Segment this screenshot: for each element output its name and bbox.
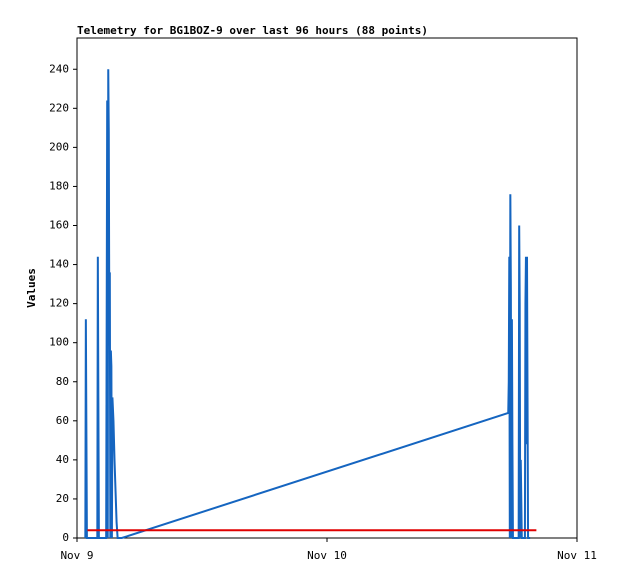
y-axis-label: Values xyxy=(25,268,38,308)
y-tick-label: 240 xyxy=(49,62,69,75)
x-tick-label: Nov 10 xyxy=(307,549,347,562)
y-tick-label: 60 xyxy=(56,414,69,427)
y-tick-label: 180 xyxy=(49,179,69,192)
y-tick-label: 80 xyxy=(56,375,69,388)
x-tick-label: Nov 11 xyxy=(557,549,597,562)
chart-title: Telemetry for BG1BOZ-9 over last 96 hour… xyxy=(77,24,428,37)
y-tick-label: 0 xyxy=(62,531,69,544)
x-tick-label: Nov 9 xyxy=(60,549,93,562)
y-tick-label: 20 xyxy=(56,492,69,505)
plot-frame xyxy=(76,37,578,539)
y-tick-label: 140 xyxy=(49,258,69,271)
y-tick-label: 120 xyxy=(49,297,69,310)
y-tick-label: 160 xyxy=(49,219,69,232)
y-tick-label: 220 xyxy=(49,101,69,114)
series-line xyxy=(84,69,531,539)
y-tick-label: 100 xyxy=(49,336,69,349)
y-tick-label: 40 xyxy=(56,453,69,466)
y-tick-label: 200 xyxy=(49,140,69,153)
